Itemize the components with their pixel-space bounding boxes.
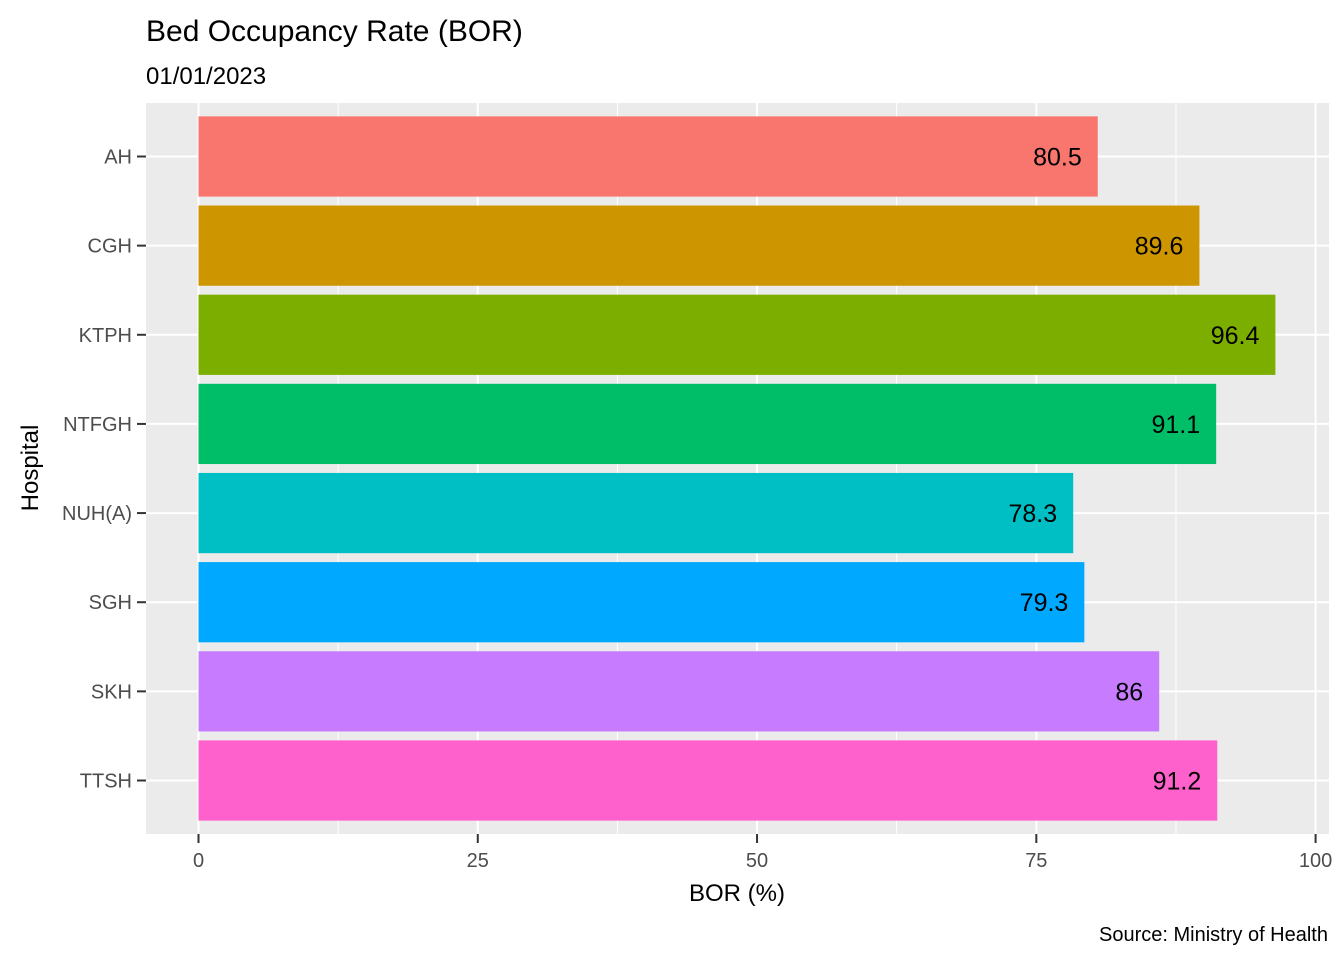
y-tick-label: AH bbox=[104, 146, 132, 168]
x-tick-label: 75 bbox=[1025, 850, 1047, 872]
y-axis-title: Hospital bbox=[17, 425, 44, 512]
bar-skh bbox=[198, 651, 1160, 732]
bar-nuha bbox=[198, 472, 1074, 554]
bar-ktph bbox=[198, 294, 1276, 375]
bar-value-label: 79.3 bbox=[1020, 589, 1069, 617]
x-axis: 0 25 50 75 100 bbox=[193, 834, 1332, 872]
bar-ah bbox=[198, 116, 1098, 197]
source-caption: Source: Ministry of Health bbox=[1099, 924, 1328, 946]
y-axis: AH CGH KTPH NTFGH NUH(A) SGH SKH TTSH bbox=[62, 146, 146, 793]
x-axis-title: BOR (%) bbox=[689, 880, 785, 907]
bar-value-label: 96.4 bbox=[1211, 322, 1260, 350]
bar-value-label: 80.5 bbox=[1033, 143, 1082, 171]
bars bbox=[198, 116, 1276, 821]
y-tick-label: SKH bbox=[91, 681, 132, 703]
bar-ntfgh bbox=[198, 383, 1217, 465]
x-tick-label: 0 bbox=[193, 850, 204, 872]
x-tick-label: 25 bbox=[467, 850, 489, 872]
bar-value-label: 91.2 bbox=[1153, 768, 1202, 796]
bar-sgh bbox=[198, 562, 1085, 643]
y-tick-label: NTFGH bbox=[63, 414, 132, 436]
chart-subtitle: 01/01/2023 bbox=[146, 63, 266, 90]
bar-value-label: 89.6 bbox=[1135, 233, 1184, 261]
bar-value-label: 91.1 bbox=[1152, 411, 1201, 439]
bar-value-label: 86 bbox=[1115, 678, 1143, 706]
bar-cgh bbox=[198, 205, 1200, 286]
y-tick-label: SGH bbox=[89, 592, 132, 614]
y-tick-label: KTPH bbox=[79, 325, 132, 347]
chart-title: Bed Occupancy Rate (BOR) bbox=[146, 15, 523, 48]
bar-labels: 80.5 89.6 96.4 91.1 78.3 79.3 86 91.2 bbox=[1009, 143, 1260, 795]
x-tick-label: 100 bbox=[1299, 850, 1332, 872]
x-tick-label: 50 bbox=[746, 850, 768, 872]
y-tick-label: CGH bbox=[88, 236, 132, 258]
y-tick-label: TTSH bbox=[80, 771, 132, 793]
y-tick-label: NUH(A) bbox=[62, 503, 132, 525]
bar-ttsh bbox=[198, 740, 1218, 821]
bar-value-label: 78.3 bbox=[1009, 500, 1058, 528]
